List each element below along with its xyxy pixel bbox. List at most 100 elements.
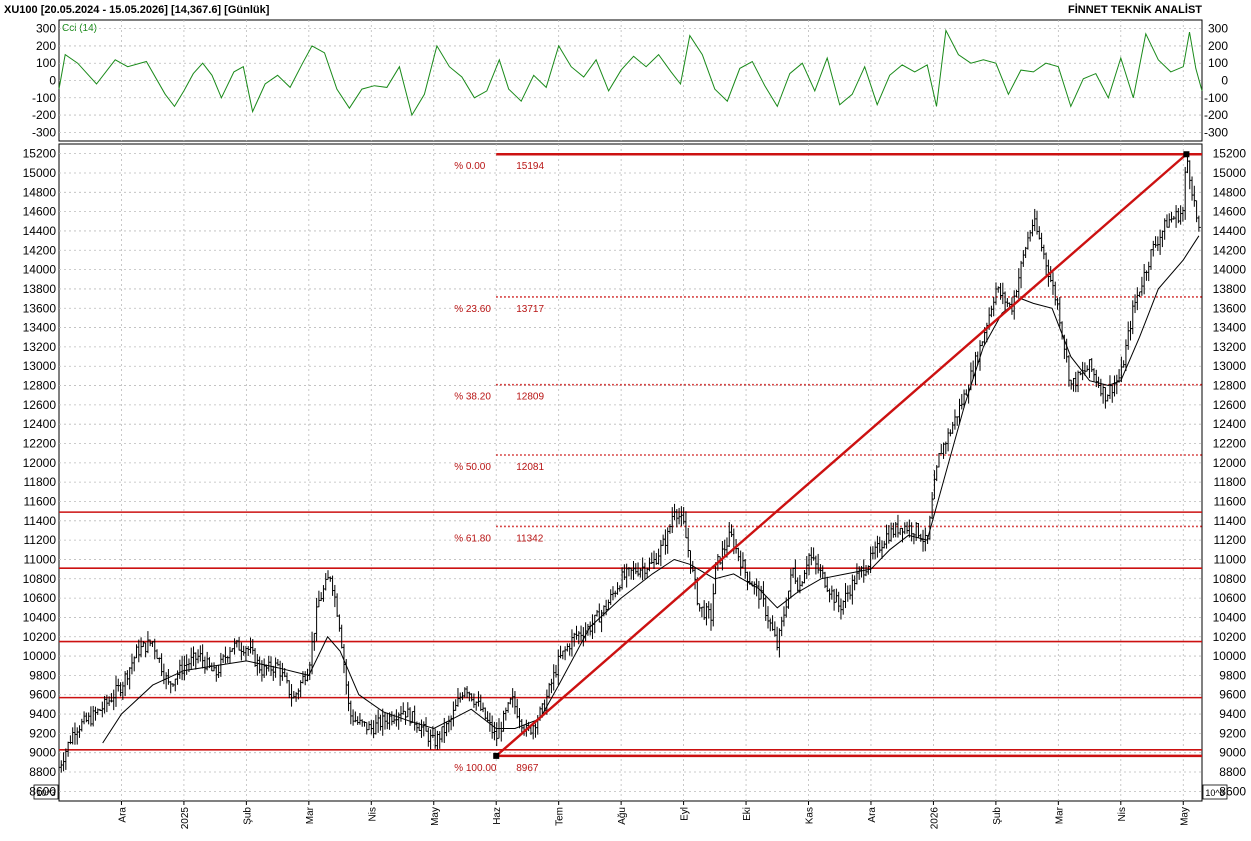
- price-tick-left: 13400: [23, 321, 57, 335]
- x-tick-label: 2026: [929, 807, 940, 830]
- x-axis-labels: Ara 2025 Şub Mar Nis May Haz Tem Ağu Eyl Eki Kas Ara…: [117, 801, 1190, 829]
- trendline-start-marker: [493, 752, 500, 759]
- cci-tick-left: -200: [32, 108, 56, 122]
- x-tick-label: Şub: [242, 807, 253, 825]
- fibonacci-levels: % 0.00 15194 % 23.60 13717 % 38.20 12809 % 50.…: [454, 153, 1202, 774]
- price-tick-right: 9400: [1219, 707, 1246, 721]
- x-tick-label: Mar: [305, 806, 316, 824]
- price-tick-right: 12000: [1213, 456, 1247, 470]
- cci-line: [58, 28, 1203, 117]
- price-tick-right: 12200: [1213, 437, 1247, 451]
- x-tick-label: Ara: [867, 807, 878, 823]
- price-tick-right: 10400: [1213, 610, 1247, 624]
- fib-percent-label: % 0.00: [454, 161, 486, 172]
- price-tick-left: 9800: [29, 668, 56, 682]
- cci-tick-right: -300: [1204, 125, 1228, 139]
- price-tick-left: 12200: [23, 437, 57, 451]
- x-tick-label: Nis: [367, 807, 378, 821]
- price-tick-right: 10800: [1213, 572, 1247, 586]
- price-tick-left: 14200: [23, 243, 57, 257]
- price-tick-right: 12800: [1213, 379, 1247, 393]
- fib-value-label: 15194: [516, 161, 544, 172]
- cci-tick-right: -200: [1204, 108, 1228, 122]
- fib-percent-label: % 50.00: [454, 462, 491, 473]
- price-tick-right: 11800: [1214, 475, 1247, 489]
- price-tick-right: 10600: [1213, 591, 1247, 605]
- x-tick-label: Eki: [742, 807, 753, 821]
- scale-badge-right: [1202, 784, 1228, 800]
- price-tick-right: 13400: [1213, 321, 1247, 335]
- fib-value-label: 8967: [516, 763, 539, 774]
- price-tick-left: 13200: [23, 340, 57, 354]
- price-tick-left: 14800: [23, 185, 57, 199]
- cci-tick-left: 0: [49, 74, 56, 88]
- fib-percent-label: % 61.80: [454, 533, 491, 544]
- cci-tick-left: 100: [36, 56, 56, 70]
- x-tick-label: Haz: [492, 807, 503, 825]
- ma-line: [102, 235, 1200, 744]
- price-tick-right: 10000: [1213, 649, 1247, 663]
- scale-label-left: 10^3: [36, 788, 55, 798]
- cci-tick-right: 100: [1208, 56, 1228, 70]
- x-tick-label: Şub: [992, 807, 1003, 825]
- x-tick-label: Ara: [117, 807, 128, 823]
- fib-value-label: 12809: [516, 392, 544, 403]
- price-tick-left: 11000: [24, 552, 57, 566]
- price-tick-left: 10200: [23, 630, 57, 644]
- price-tick-left: 11400: [24, 514, 57, 528]
- price-tick-left: 13800: [23, 282, 57, 296]
- trendline-end-marker: [1183, 151, 1190, 158]
- price-tick-right: 11200: [1214, 533, 1247, 547]
- fib-percent-label: % 23.60: [454, 304, 491, 315]
- x-tick-label: Kas: [805, 807, 816, 824]
- support-resistance-lines: [59, 511, 1202, 751]
- price-tick-left: 11200: [24, 533, 57, 547]
- price-tick-left: 12600: [23, 398, 57, 412]
- price-tick-left: 10800: [23, 572, 57, 586]
- trendline-segment: [495, 153, 1188, 757]
- price-tick-right: 9800: [1219, 668, 1246, 682]
- cci-tick-labels: 300 300 200 200 100 100 0 0 -100 -100 -200 -200 -300…: [32, 22, 1228, 140]
- price-tick-right: 14400: [1213, 224, 1247, 238]
- price-tick-left: 8800: [29, 765, 56, 779]
- price-tick-left: 14600: [23, 205, 57, 219]
- price-tick-right: 14800: [1213, 185, 1247, 199]
- x-tick-label: Mar: [1054, 806, 1065, 824]
- price-tick-right: 14000: [1213, 263, 1247, 277]
- x-tick-label: Nis: [1117, 807, 1128, 821]
- price-tick-left: 11800: [24, 475, 57, 489]
- price-tick-right: 8600: [1219, 784, 1246, 798]
- cci-tick-left: -300: [32, 125, 56, 139]
- fib-percent-label: % 100.00: [454, 763, 497, 774]
- price-grid: [59, 144, 1202, 801]
- x-tick-label: May: [430, 807, 441, 826]
- cci-tick-right: 300: [1208, 22, 1228, 36]
- price-tick-left: 14000: [23, 263, 57, 277]
- price-tick-left: 11600: [24, 494, 57, 508]
- price-tick-right: 9000: [1219, 746, 1246, 760]
- price-tick-right: 9600: [1219, 688, 1246, 702]
- price-tick-left: 15000: [23, 166, 57, 180]
- price-tick-right: 13600: [1213, 301, 1247, 315]
- price-tick-left: 9000: [29, 746, 56, 760]
- x-tick-label: 2025: [180, 807, 191, 830]
- price-tick-right: 8800: [1219, 765, 1246, 779]
- price-tick-left: 14400: [23, 224, 57, 238]
- cci-line-path: [58, 28, 1203, 117]
- price-bars: [58, 154, 1201, 773]
- price-tick-left: 10600: [23, 591, 57, 605]
- price-tick-right: 13800: [1213, 282, 1247, 296]
- x-tick-label: Tem: [555, 807, 566, 826]
- price-tick-left: 8600: [29, 784, 56, 798]
- price-tick-right: 11400: [1214, 514, 1247, 528]
- price-tick-left: 12400: [23, 417, 57, 431]
- price-panel-frame: [58, 143, 1203, 802]
- price-tick-left: 13600: [23, 301, 57, 315]
- price-tick-left: 13000: [23, 359, 57, 373]
- price-tick-left: 10000: [23, 649, 57, 663]
- price-tick-left: 15200: [23, 147, 57, 161]
- trendline: [493, 151, 1190, 759]
- price-tick-right: 15200: [1213, 147, 1247, 161]
